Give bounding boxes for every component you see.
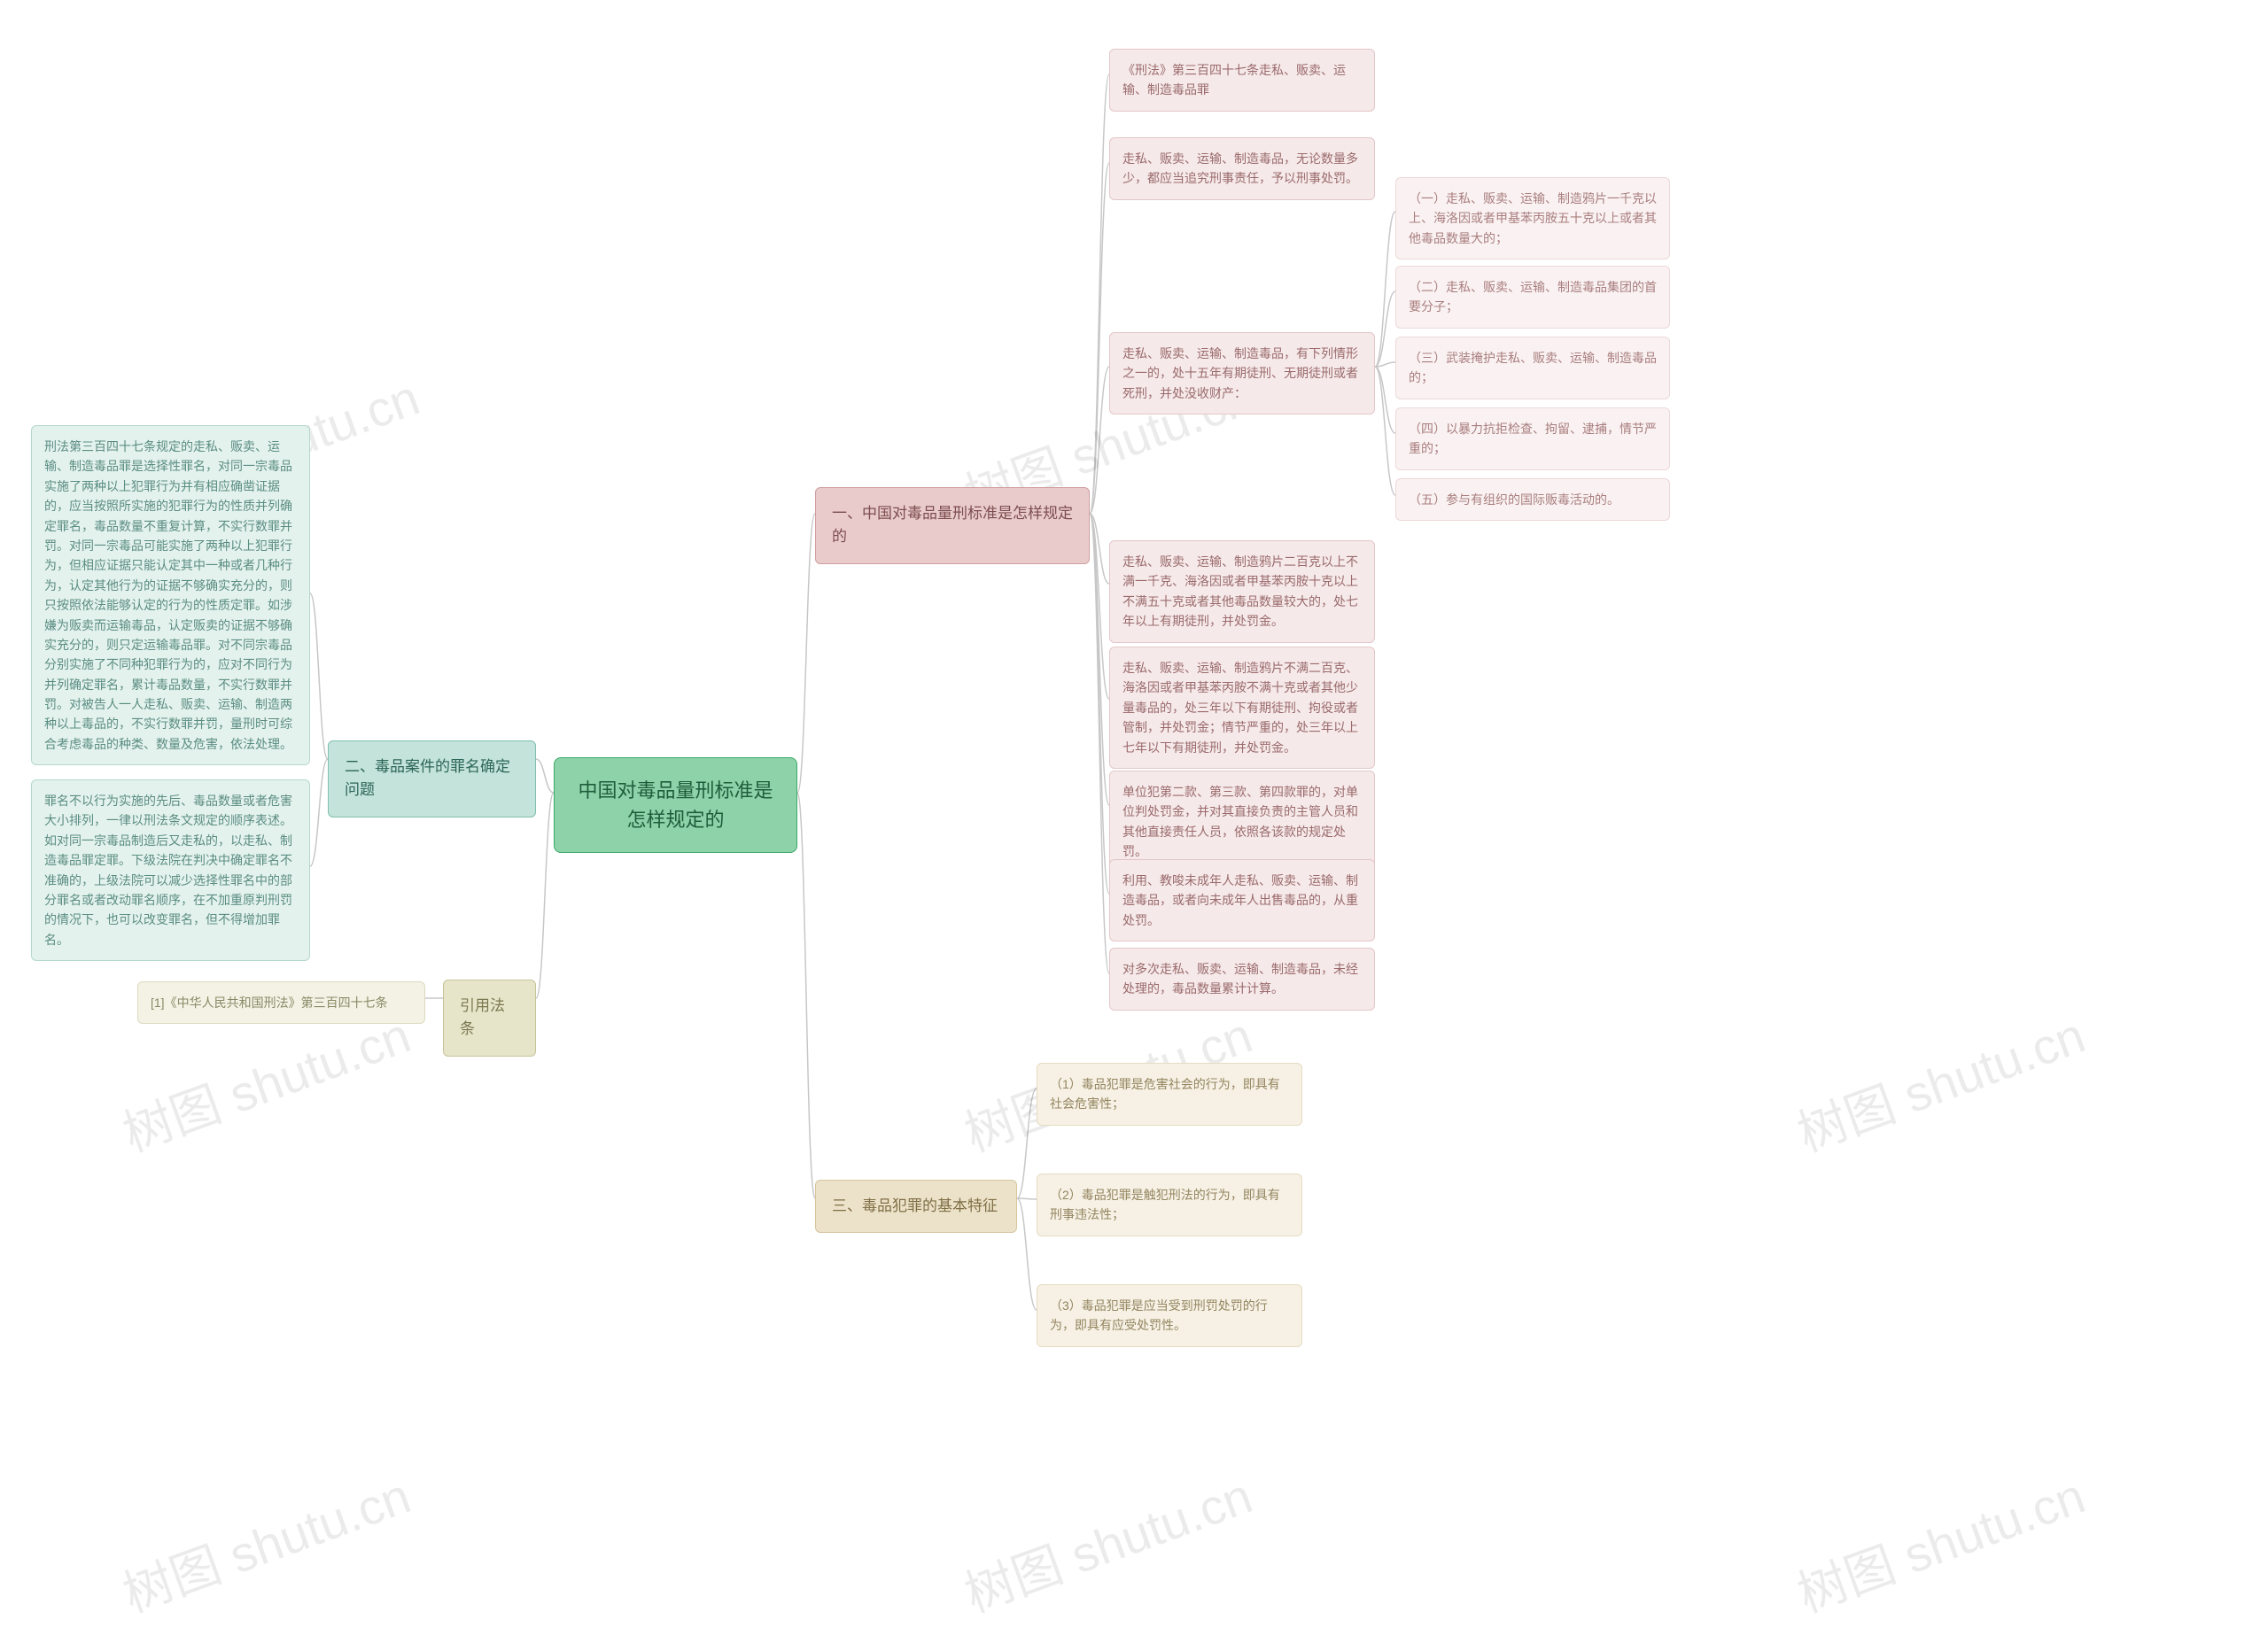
branch-characteristics[interactable]: 三、毒品犯罪的基本特征 [815, 1180, 1017, 1233]
watermark: 树图 shutu.cn [1786, 996, 2093, 1166]
leaf-r1f[interactable]: 单位犯第二款、第三款、第四款罪的，对单位判处罚金，并对其直接负责的主管人员和其他… [1109, 771, 1375, 873]
connector [1375, 367, 1395, 495]
connector [536, 759, 554, 793]
leaf-r1b[interactable]: 走私、贩卖、运输、制造毒品，无论数量多少，都应当追究刑事责任，予以刑事处罚。 [1109, 137, 1375, 200]
connector [1375, 291, 1395, 367]
branch-reference[interactable]: 引用法条 [443, 980, 536, 1057]
leaf-r1c4[interactable]: （四）以暴力抗拒检查、拘留、逮捕，情节严重的； [1395, 407, 1670, 470]
connector [1090, 514, 1109, 805]
connector [797, 514, 815, 793]
leaf-r1c3[interactable]: （三）武装掩护走私、贩卖、运输、制造毒品的； [1395, 337, 1670, 399]
leaf-r1c[interactable]: 走私、贩卖、运输、制造毒品，有下列情形之一的，处十五年有期徒刑、无期徒刑或者死刑… [1109, 332, 1375, 414]
leaf-r1c2[interactable]: （二）走私、贩卖、运输、制造毒品集团的首要分子； [1395, 266, 1670, 329]
connector [1090, 514, 1109, 973]
branch-sentencing[interactable]: 一、中国对毒品量刑标准是怎样规定的 [815, 487, 1090, 564]
leaf-r1c1[interactable]: （一）走私、贩卖、运输、制造鸦片一千克以上、海洛因或者甲基苯丙胺五十克以上或者其… [1395, 177, 1670, 260]
connector [1017, 1198, 1037, 1310]
connector [1375, 367, 1395, 433]
connector [797, 793, 815, 1198]
leaf-r3b[interactable]: （2）毒品犯罪是触犯刑法的行为，即具有刑事违法性； [1037, 1174, 1302, 1236]
leaf-r1c5[interactable]: （五）参与有组织的国际贩毒活动的。 [1395, 478, 1670, 521]
leaf-r1a[interactable]: 《刑法》第三百四十七条走私、贩卖、运输、制造毒品罪 [1109, 49, 1375, 112]
watermark: 树图 shutu.cn [112, 1456, 419, 1626]
leaf-r1g[interactable]: 利用、教唆未成年人走私、贩卖、运输、制造毒品，或者向未成年人出售毒品的，从重处罚… [1109, 859, 1375, 941]
leaf-r1h[interactable]: 对多次走私、贩卖、运输、制造毒品，未经处理的，毒品数量累计计算。 [1109, 948, 1375, 1011]
center-node[interactable]: 中国对毒品量刑标准是怎样规定的 [554, 757, 797, 853]
connector [1090, 74, 1109, 514]
connector [1375, 212, 1395, 367]
leaf-l2b[interactable]: 罪名不以行为实施的先后、毒品数量或者危害大小排列，一律以刑法条文规定的顺序表述。… [31, 779, 310, 961]
connector [1090, 514, 1109, 894]
connector [1017, 1198, 1037, 1199]
leaf-r3c[interactable]: （3）毒品犯罪是应当受到刑罚处罚的行为，即具有应受处罚性。 [1037, 1284, 1302, 1347]
branch-crime-naming[interactable]: 二、毒品案件的罪名确定问题 [328, 740, 536, 817]
watermark: 树图 shutu.cn [1786, 1456, 2093, 1626]
connector [1090, 367, 1109, 514]
connector [536, 793, 554, 998]
connector [1375, 362, 1395, 367]
connector [1090, 514, 1109, 699]
connector [1017, 1089, 1037, 1198]
leaf-r1d[interactable]: 走私、贩卖、运输、制造鸦片二百克以上不满一千克、海洛因或者甲基苯丙胺十克以上不满… [1109, 540, 1375, 643]
connector [310, 759, 328, 866]
watermark: 树图 shutu.cn [953, 1456, 1261, 1626]
leaf-lref1[interactable]: [1]《中华人民共和国刑法》第三百四十七条 [137, 981, 425, 1024]
leaf-r3a[interactable]: （1）毒品犯罪是危害社会的行为，即具有社会危害性； [1037, 1063, 1302, 1126]
leaf-l2a[interactable]: 刑法第三百四十七条规定的走私、贩卖、运输、制造毒品罪是选择性罪名，对同一宗毒品实… [31, 425, 310, 765]
connector [1090, 514, 1109, 584]
connector [310, 593, 328, 759]
leaf-r1e[interactable]: 走私、贩卖、运输、制造鸦片不满二百克、海洛因或者甲基苯丙胺不满十克或者其他少量毒… [1109, 647, 1375, 769]
connector [1090, 163, 1109, 514]
